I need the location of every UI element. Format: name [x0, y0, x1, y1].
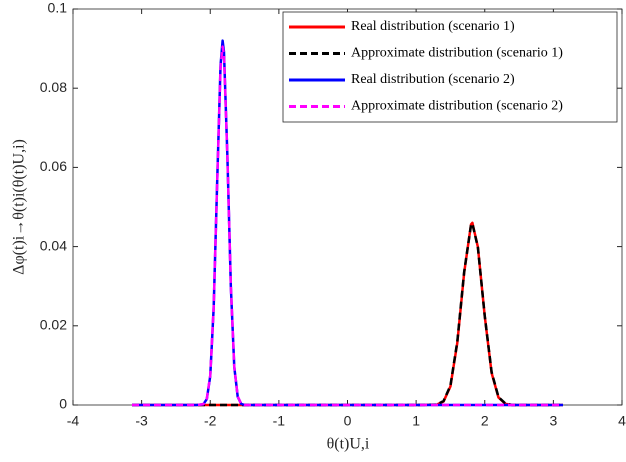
y-tick-label: 0 — [59, 396, 67, 412]
x-axis-label: θ(t)U,i — [327, 436, 370, 453]
x-tick-label: 2 — [481, 413, 489, 429]
x-tick-label: 0 — [344, 413, 352, 429]
legend-label: Real distribution (scenario 1) — [351, 19, 515, 34]
data-line — [132, 45, 563, 407]
x-tick-label: -3 — [135, 413, 148, 429]
x-tick-label: 3 — [549, 413, 557, 429]
legend-label: Real distribution (scenario 2) — [351, 72, 515, 87]
x-tick-label: -2 — [204, 413, 217, 429]
legend-box — [282, 11, 618, 123]
y-axis-label: Δφ(t)i→θ(t)i(θ(t)U,i) — [11, 139, 28, 275]
y-tick-label: 0.1 — [48, 0, 68, 16]
x-tick-label: -4 — [67, 413, 80, 429]
x-tick-label: 4 — [618, 413, 626, 429]
legend-label: Approximate distribution (scenario 2) — [351, 99, 563, 114]
y-tick-label: 0.04 — [40, 237, 67, 253]
x-tick-label: 1 — [412, 413, 420, 429]
y-tick-label: 0.08 — [40, 79, 67, 95]
y-tick-label: 0.02 — [40, 317, 67, 333]
y-tick-label: 0.06 — [40, 158, 67, 174]
legend-label: Approximate distribution (scenario 1) — [351, 46, 563, 61]
x-tick-label: -1 — [273, 413, 286, 429]
